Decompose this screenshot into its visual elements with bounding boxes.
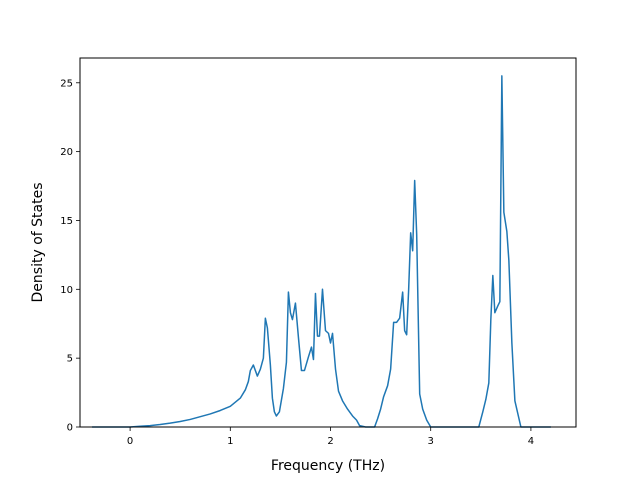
dos-series-line (92, 75, 551, 428)
y-tick-label: 5 (67, 354, 73, 365)
x-tick-label: 1 (227, 436, 233, 447)
y-tick-label: 0 (67, 423, 73, 434)
y-axis-label: Density of States (30, 183, 46, 303)
y-tick-label: 25 (60, 78, 73, 89)
x-tick-label: 4 (528, 436, 534, 447)
y-tick-label: 20 (60, 147, 73, 158)
x-tick-label: 3 (428, 436, 434, 447)
x-tick-label: 0 (127, 436, 133, 447)
x-axis-label: Frequency (THz) (271, 458, 385, 474)
y-tick-label: 10 (60, 285, 73, 296)
axes-frame (79, 57, 577, 428)
y-tick-label: 15 (60, 216, 73, 227)
x-tick-label: 2 (327, 436, 333, 447)
x-axis-ticks: 0 1 2 3 4 (127, 427, 534, 447)
y-axis-ticks: 0 5 10 15 20 25 (60, 78, 80, 434)
plot-area (92, 75, 551, 428)
